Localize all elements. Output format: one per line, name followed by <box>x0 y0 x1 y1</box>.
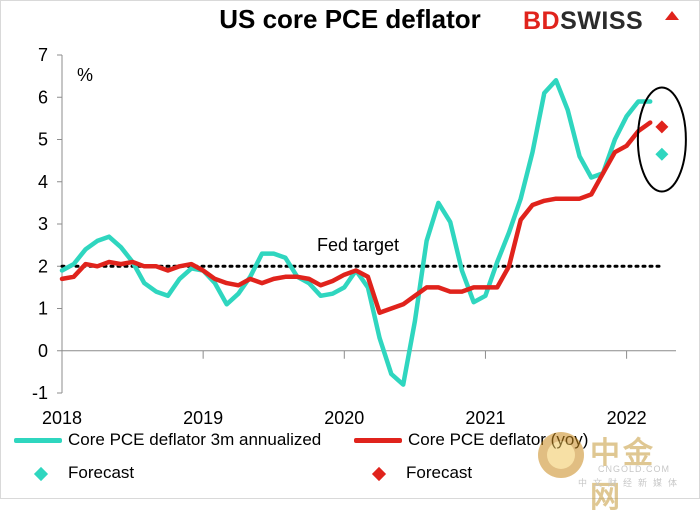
y-tick-label: 7 <box>38 45 48 65</box>
logo-swiss-text: SWISS <box>560 7 644 35</box>
y-axis-unit-label: % <box>77 65 93 85</box>
series-layer <box>59 78 653 387</box>
watermark-tagline: 中文财经新媒体 <box>578 478 684 488</box>
legend-swatch-teal-diamond <box>33 466 49 481</box>
watermark-domain: CNGOLD.COM <box>598 464 671 474</box>
y-tick-label: 5 <box>38 130 48 150</box>
forecast-layer <box>636 86 687 193</box>
legend-swatch-teal-line <box>14 438 62 444</box>
legend-item-forecast-teal: Forecast <box>14 463 134 483</box>
bdswiss-logo: BDSWISS <box>523 7 643 36</box>
legend-label: Forecast <box>406 463 473 482</box>
coin-logo-icon <box>538 432 584 478</box>
watermark-title: 中金网 <box>590 437 656 514</box>
logo-bd-text: BD <box>523 7 561 35</box>
legend-label: Core PCE deflator 3m annualized <box>68 430 322 449</box>
fed-target-layer: Fed target <box>60 235 664 268</box>
y-tick-label: 2 <box>38 256 48 276</box>
series-line-yoy <box>59 120 653 315</box>
y-tick-label: 4 <box>38 172 48 192</box>
legend-swatch-red-line <box>354 438 402 444</box>
legend-label: Forecast <box>68 463 135 482</box>
y-tick-label: 0 <box>38 341 48 361</box>
forecast-marker-teal <box>655 147 669 161</box>
chart-axes: -1 0 1 2 3 4 5 6 7 2018 2019 2020 2021 2022% <box>32 45 676 428</box>
x-tick-label: 2019 <box>183 408 223 428</box>
chart-plot: -1 0 1 2 3 4 5 6 7 2018 2019 2020 2021 2022% Fed targ… <box>32 45 687 428</box>
logo-arrow-icon <box>665 11 679 20</box>
y-tick-label: -1 <box>32 383 48 403</box>
x-tick-label: 2018 <box>42 408 82 428</box>
y-tick-label: 3 <box>38 214 48 234</box>
legend-swatch-red-diamond <box>371 466 387 481</box>
chart-title: US core PCE deflator <box>219 4 481 34</box>
forecast-highlight-ellipse <box>636 86 687 193</box>
cngold-watermark: 中金网 CNGOLD.COM 中文财经新媒体 <box>538 428 688 514</box>
y-tick-label: 6 <box>38 87 48 107</box>
series-line-3m-annualized <box>59 78 653 387</box>
legend-item-forecast-red: Forecast <box>352 463 472 483</box>
forecast-marker-red <box>655 120 669 134</box>
fed-target-label: Fed target <box>317 235 399 255</box>
y-tick-label: 1 <box>38 299 48 319</box>
x-tick-label: 2020 <box>324 408 364 428</box>
legend-item-3m: Core PCE deflator 3m annualized <box>14 430 321 450</box>
x-tick-label: 2021 <box>465 408 505 428</box>
x-tick-label: 2022 <box>607 408 647 428</box>
